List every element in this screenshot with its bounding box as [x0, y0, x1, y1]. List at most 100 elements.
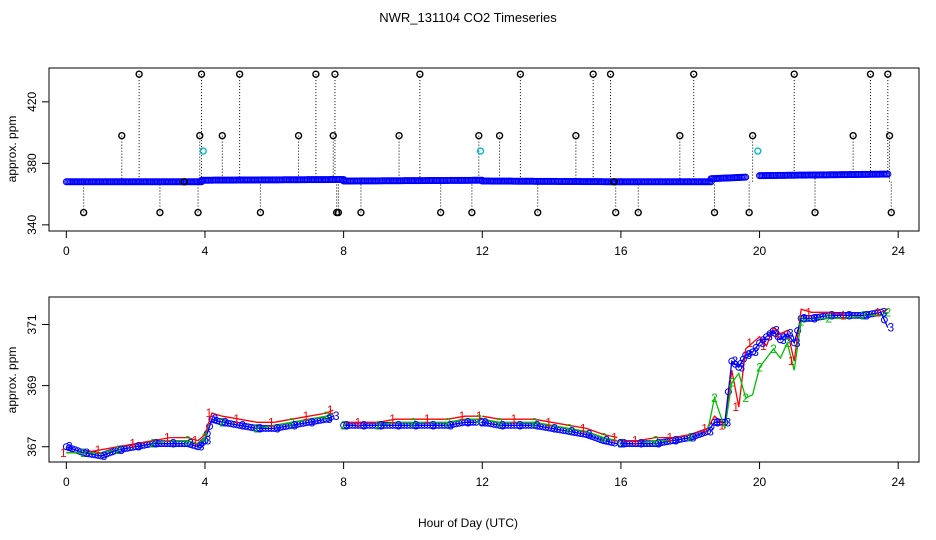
top-y-axis-label: approx. ppm	[5, 116, 19, 183]
spike-point	[135, 70, 143, 78]
series-3-label: 3	[829, 308, 836, 322]
series-1-label: 1	[760, 339, 767, 353]
series-3-label: 3	[794, 336, 801, 350]
top-plot-frame	[48, 67, 920, 232]
series-3-label: 3	[517, 418, 524, 432]
spike-point	[745, 208, 753, 217]
series-2-label: 2	[566, 421, 573, 435]
spike-point	[534, 208, 542, 217]
series-3-label: 3	[881, 305, 888, 319]
series-2-label: 2	[410, 415, 417, 429]
y-tick-label: 371	[25, 314, 39, 334]
x-tick-label: 8	[340, 475, 347, 489]
spike-point	[849, 131, 857, 140]
series-2-label: 2	[150, 437, 157, 451]
series-1-label: 1	[875, 305, 882, 319]
x-tick-label: 8	[340, 244, 347, 258]
series-3-label: 3	[378, 418, 385, 432]
bottom-point	[880, 316, 888, 324]
series-1-label: 1	[774, 327, 781, 341]
x-tick-label: 16	[614, 244, 628, 258]
series-1-label: 1	[840, 308, 847, 322]
series-1-label: 1	[192, 434, 199, 448]
series-1-label: 1	[268, 415, 275, 429]
series-3-label: 3	[655, 437, 662, 451]
series-3-label: 3	[135, 440, 142, 454]
spike-point	[256, 208, 265, 217]
bottom-point	[787, 334, 795, 342]
spike-point	[194, 208, 202, 217]
bottom-point	[749, 348, 757, 356]
series-3-label: 3	[239, 418, 246, 432]
spike-point	[572, 131, 580, 140]
y-tick-label: 369	[25, 375, 39, 395]
series-2-label: 2	[618, 437, 625, 451]
series-3-label: 3	[586, 428, 593, 442]
spike-point	[610, 178, 618, 186]
spike-point	[606, 70, 615, 78]
series-3-label: 3	[569, 424, 576, 438]
co2-point	[742, 173, 750, 181]
series-3-label: 3	[101, 449, 108, 463]
x-tick-label: 0	[63, 475, 70, 489]
spike-point	[887, 208, 895, 217]
series-1-label: 1	[511, 412, 518, 426]
series-3-label: 3	[395, 418, 402, 432]
series-2-label: 2	[340, 418, 347, 432]
series-3-label: 3	[83, 446, 90, 460]
spike-point	[710, 208, 719, 217]
spike-point	[329, 131, 337, 140]
spike-point	[235, 70, 244, 78]
series-1-label: 1	[545, 415, 552, 429]
series-1-label: 1	[424, 412, 431, 426]
y-tick-label: 340	[25, 215, 39, 235]
series-1-label: 1	[805, 305, 812, 319]
series-3-line	[66, 311, 889, 457]
series-3-label: 3	[621, 437, 628, 451]
spike-point	[468, 208, 476, 217]
series-1-label: 1	[611, 431, 618, 445]
series-1-label: 1	[60, 446, 67, 460]
spike-point	[196, 131, 204, 140]
bottom-y-axis: 367 369 371	[25, 314, 49, 457]
y-tick-label: 367	[25, 436, 39, 456]
series-3-label: 3	[617, 437, 624, 451]
series-3-label: 3	[787, 327, 794, 341]
series-3-label: 3	[887, 321, 894, 335]
series-2-label: 2	[687, 431, 694, 445]
series-2-label: 2	[80, 446, 87, 460]
series-2-label: 2	[770, 342, 777, 356]
series-3-label: 3	[212, 412, 219, 426]
series-2-label: 2	[600, 431, 607, 445]
series-3-label: 3	[465, 415, 472, 429]
series-3-label: 3	[745, 348, 752, 362]
series-3-label: 3	[846, 308, 853, 322]
series-1-label: 1	[746, 336, 753, 350]
series-3-label: 3	[170, 437, 177, 451]
series-3-label: 3	[430, 418, 437, 432]
cyan-point	[754, 147, 762, 155]
series-3-label: 3	[482, 415, 489, 429]
series-2-label: 2	[375, 418, 382, 432]
series-3-label: 3	[153, 437, 160, 451]
series-1-label: 1	[129, 437, 136, 451]
series-1-label: 1	[667, 431, 674, 445]
series-1-label: 1	[732, 400, 739, 414]
series-2-label: 2	[860, 308, 867, 322]
series-3-label: 3	[731, 354, 738, 368]
spike-point	[495, 131, 504, 140]
series-3-label: 3	[714, 415, 721, 429]
top-y-axis: 340 380 420	[25, 91, 49, 235]
spike-point	[748, 131, 757, 140]
series-1-label: 1	[303, 409, 310, 423]
series-3-label: 3	[499, 418, 506, 432]
spike-point	[294, 131, 303, 140]
chart-title: NWR_131104 CO2 Timeseries	[379, 10, 557, 25]
x-tick-label: 16	[614, 475, 628, 489]
spike-point	[884, 70, 892, 78]
bottom-point	[735, 363, 743, 371]
series-3-label: 3	[198, 440, 205, 454]
